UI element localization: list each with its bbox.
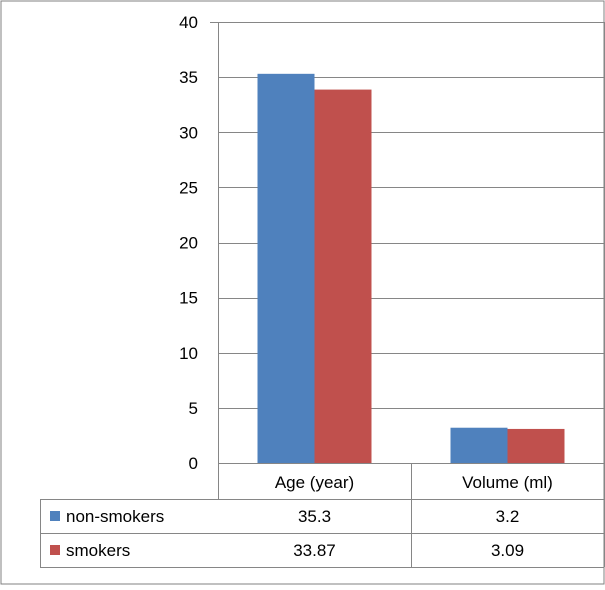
y-tick-label-0: 0 [189,454,198,473]
legend-label-non-smokers: non-smokers [66,507,164,526]
table-cell-non-smokers-age-year: 35.3 [298,507,331,526]
y-tick-label-25: 25 [179,178,198,197]
table-cell-smokers-volume-ml: 3.09 [491,541,524,560]
bar-smokers-volume-ml [507,428,565,463]
y-tick-label-35: 35 [179,68,198,87]
y-axis-ticks: 0 5 10 15 20 25 30 35 40 [179,13,198,473]
y-tick-label-30: 30 [179,123,198,142]
table-cell-smokers-age-year: 33.87 [293,541,336,560]
legend-label-smokers: smokers [66,541,130,560]
y-tick-label-20: 20 [179,234,198,253]
bar-smokers-age-year [314,89,372,463]
bars [257,73,565,463]
bar-non-smokers-age-year [257,73,315,463]
table-cell-non-smokers-volume-ml: 3.2 [496,507,520,526]
legend-key-non-smokers [50,511,60,521]
y-tick-label-15: 15 [179,289,198,308]
y-tick-label-5: 5 [189,399,198,418]
y-tick-label-10: 10 [179,344,198,363]
x-tick-label-volume-ml: Volume (ml) [462,473,553,492]
y-tick-label-40: 40 [179,13,198,32]
legend-key-smokers [50,545,60,555]
x-tick-label-age-year: Age (year) [275,473,354,492]
bar-non-smokers-volume-ml [450,427,508,463]
